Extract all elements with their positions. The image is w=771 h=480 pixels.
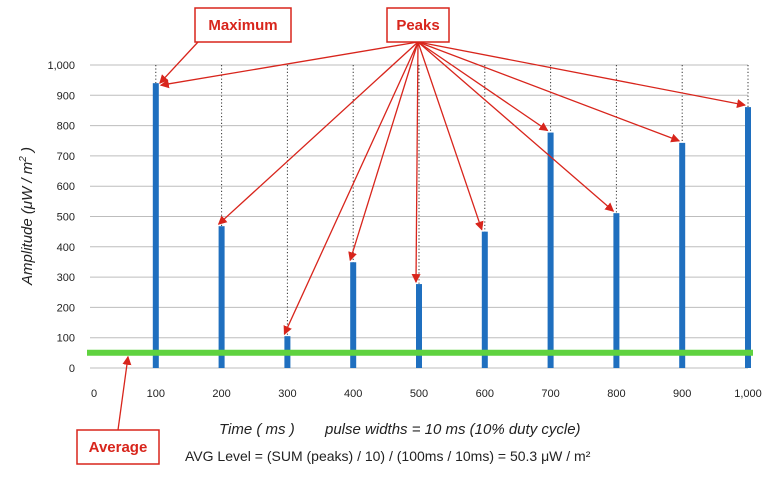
peaks-arrow-300 xyxy=(283,41,419,336)
gridlines xyxy=(90,64,748,369)
bars xyxy=(152,83,751,369)
peaks-arrow-900 xyxy=(417,41,681,143)
x-tick-labels: 0 100 200 300 400 500 600 700 800 900 1,000 xyxy=(91,388,762,400)
peaks-callout-box xyxy=(386,7,450,43)
peaks-arrow-500 xyxy=(411,41,421,284)
x-tick-label: 200 xyxy=(212,388,230,400)
peaks-arrow-700 xyxy=(417,41,549,132)
bar-200 xyxy=(218,226,225,368)
x-tick-label: 400 xyxy=(344,388,362,400)
y-axis-label: Amplitude (μW / m2 ) xyxy=(18,147,36,286)
x-tick-label: 500 xyxy=(410,388,428,400)
peaks-arrow-800 xyxy=(417,41,615,212)
maximum-callout-box xyxy=(194,7,292,43)
y-tick-label: 200 xyxy=(57,302,75,314)
y-tick-label: 700 xyxy=(57,151,75,163)
peaks-arrow-1000 xyxy=(417,41,746,109)
peaks-callout: Peaks xyxy=(386,7,450,43)
x-tick-label: 600 xyxy=(476,388,494,400)
y-tick-labels: 0 100 200 300 400 500 600 700 800 900 1,000 xyxy=(47,60,75,375)
y-tick-label: 600 xyxy=(57,181,75,193)
x-axis-label: Time ( ms ) xyxy=(219,421,295,438)
maximum-callout-label: Maximum xyxy=(208,17,277,34)
average-formula: AVG Level = (SUM (peaks) / 10) / (100ms … xyxy=(185,448,591,464)
bar-1000 xyxy=(745,107,751,368)
y-tick-label: 800 xyxy=(57,121,75,133)
x-tick-label: 1,000 xyxy=(734,388,762,400)
peaks-arrow-200 xyxy=(217,41,419,225)
bar-500 xyxy=(416,284,422,368)
peaks-callout-label: Peaks xyxy=(396,17,439,34)
y-tick-label: 900 xyxy=(57,90,75,102)
pulse-width-note: pulse widths = 10 ms (10% duty cycle) xyxy=(324,421,581,438)
x-tick-label: 900 xyxy=(673,388,691,400)
bar-700 xyxy=(547,132,554,368)
average-callout: Average xyxy=(76,429,160,465)
x-tick-label: 700 xyxy=(541,388,559,400)
peaks-arrow-400 xyxy=(348,41,419,262)
average-callout-box xyxy=(76,429,160,465)
bar-100 xyxy=(152,83,159,369)
bar-400 xyxy=(350,262,357,368)
bar-600 xyxy=(481,231,488,368)
peaks-arrow-100 xyxy=(159,41,419,89)
y-tick-label: 0 xyxy=(69,363,75,375)
bar-900 xyxy=(679,142,686,368)
bar-800 xyxy=(613,213,620,368)
maximum-callout: Maximum xyxy=(194,7,292,43)
peaks-arrow-600 xyxy=(417,41,484,231)
y-tick-label: 100 xyxy=(57,333,75,345)
y-tick-label: 1,000 xyxy=(47,60,75,72)
x-tick-label: 300 xyxy=(278,388,296,400)
average-arrow xyxy=(117,355,132,431)
maximum-arrow xyxy=(159,41,199,84)
y-tick-label: 300 xyxy=(57,272,75,284)
y-tick-label: 500 xyxy=(57,212,75,224)
x-tick-label: 100 xyxy=(147,388,165,400)
y-tick-label: 400 xyxy=(57,242,75,254)
x-tick-label: 0 xyxy=(91,388,97,400)
average-callout-label: Average xyxy=(89,439,148,456)
callout-arrows xyxy=(117,41,746,431)
x-tick-label: 800 xyxy=(607,388,625,400)
